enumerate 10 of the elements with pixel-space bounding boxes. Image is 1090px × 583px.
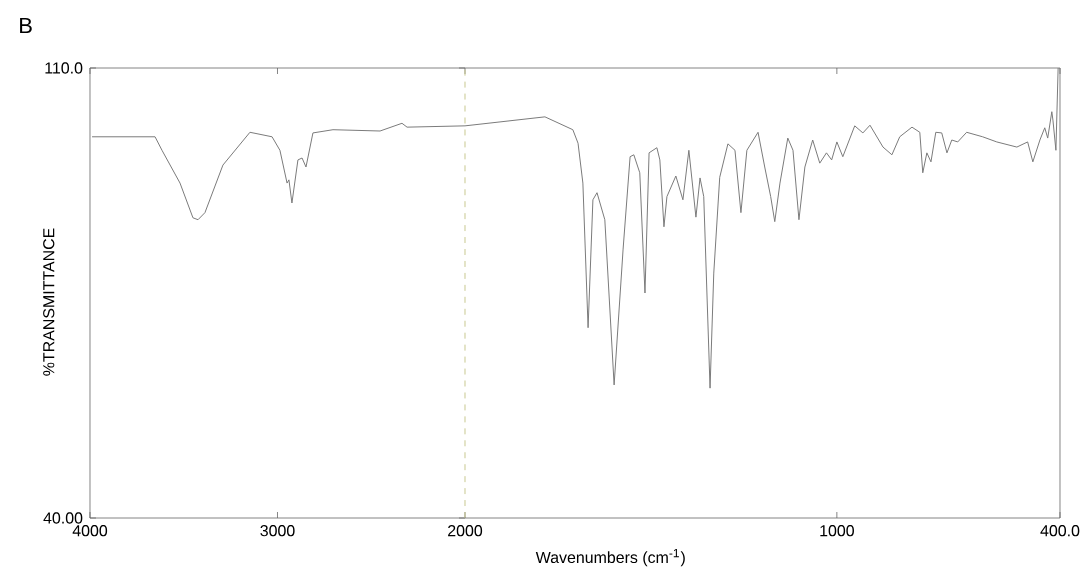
x-tick-label: 400.0 [1040, 525, 1080, 537]
x-tick-label: 3000 [260, 525, 295, 537]
x-tick-label: 4000 [72, 525, 108, 537]
y-tick-label: 110.0 [45, 62, 83, 74]
x-tick-label: 1000 [820, 525, 854, 537]
chart-title: B [20, 17, 32, 33]
x-tick-label: 2000 [448, 525, 483, 537]
x-axis-title: Wavenumbers (cm$^{-1}$) [535, 549, 685, 567]
y-tick-label: 40.00 [43, 512, 83, 524]
y-axis-title: %TRANSMITTANCE [43, 228, 55, 376]
